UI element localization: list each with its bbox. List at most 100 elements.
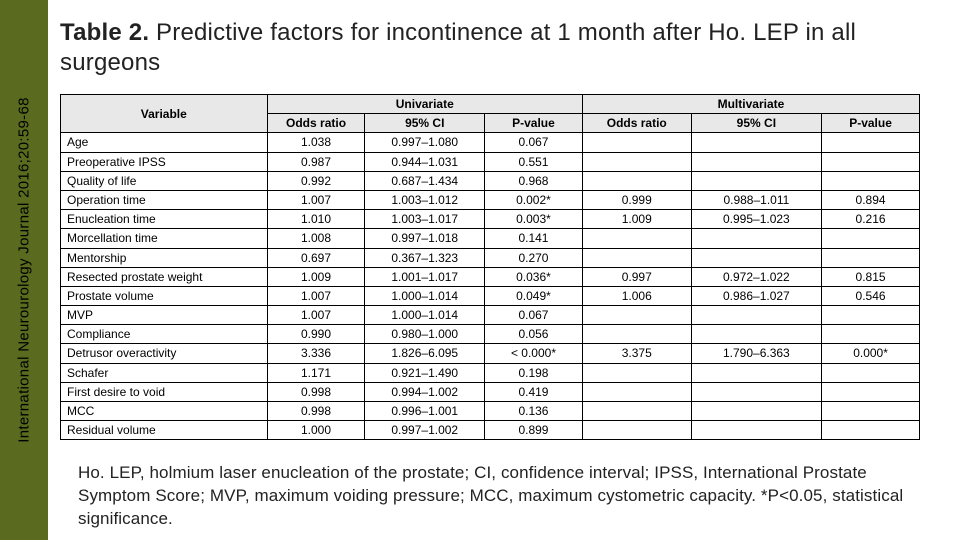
col-multivariate: Multivariate xyxy=(582,95,919,114)
cell-variable: Prostate volume xyxy=(61,286,268,305)
cell-u-p: 0.968 xyxy=(485,171,583,190)
cell-m-or xyxy=(582,325,691,344)
cell-u-p: 0.270 xyxy=(485,248,583,267)
journal-spine: International Neurourology Journal 2016;… xyxy=(0,0,48,540)
table-row: Resected prostate weight1.0091.001–1.017… xyxy=(61,267,920,286)
cell-m-p xyxy=(822,152,920,171)
title-rest: Predictive factors for incontinence at 1… xyxy=(60,19,856,76)
title-bold: Table 2. xyxy=(60,19,149,46)
cell-u-p: 0.003* xyxy=(485,210,583,229)
cell-u-p: 0.049* xyxy=(485,286,583,305)
cell-u-ci: 0.997–1.018 xyxy=(365,229,485,248)
cell-u-ci: 0.921–1.490 xyxy=(365,363,485,382)
table-body: Age1.0380.997–1.0800.067Preoperative IPS… xyxy=(61,133,920,440)
col-m-ci: 95% CI xyxy=(691,114,821,133)
cell-u-ci: 1.001–1.017 xyxy=(365,267,485,286)
cell-u-p: 0.036* xyxy=(485,267,583,286)
cell-variable: Operation time xyxy=(61,190,268,209)
table-row: MVP1.0071.000–1.0140.067 xyxy=(61,306,920,325)
cell-u-p: 0.136 xyxy=(485,402,583,421)
cell-u-or: 1.009 xyxy=(267,267,365,286)
col-univariate: Univariate xyxy=(267,95,582,114)
cell-m-ci: 0.972–1.022 xyxy=(691,267,821,286)
cell-m-ci xyxy=(691,171,821,190)
cell-u-p: 0.419 xyxy=(485,382,583,401)
cell-m-or xyxy=(582,382,691,401)
table-row: Residual volume1.0000.997–1.0020.899 xyxy=(61,421,920,440)
cell-m-p xyxy=(822,133,920,152)
cell-variable: MCC xyxy=(61,402,268,421)
cell-m-ci xyxy=(691,382,821,401)
cell-u-ci: 0.997–1.002 xyxy=(365,421,485,440)
table-row: Age1.0380.997–1.0800.067 xyxy=(61,133,920,152)
cell-u-p: 0.056 xyxy=(485,325,583,344)
cell-u-ci: 1.003–1.017 xyxy=(365,210,485,229)
cell-variable: Preoperative IPSS xyxy=(61,152,268,171)
content-area: Table 2. Predictive factors for incontin… xyxy=(60,18,946,531)
cell-u-p: 0.899 xyxy=(485,421,583,440)
cell-variable: Mentorship xyxy=(61,248,268,267)
table-row: Quality of life0.9920.687–1.4340.968 xyxy=(61,171,920,190)
table-row: Prostate volume1.0071.000–1.0140.049*1.0… xyxy=(61,286,920,305)
cell-m-or xyxy=(582,171,691,190)
cell-m-or xyxy=(582,133,691,152)
cell-u-or: 1.171 xyxy=(267,363,365,382)
cell-m-ci xyxy=(691,306,821,325)
cell-u-or: 1.000 xyxy=(267,421,365,440)
cell-u-or: 1.007 xyxy=(267,286,365,305)
cell-m-ci: 0.988–1.011 xyxy=(691,190,821,209)
cell-m-or xyxy=(582,402,691,421)
cell-u-or: 3.336 xyxy=(267,344,365,363)
cell-m-or: 0.999 xyxy=(582,190,691,209)
cell-u-or: 1.007 xyxy=(267,306,365,325)
cell-u-ci: 0.367–1.323 xyxy=(365,248,485,267)
cell-m-ci xyxy=(691,248,821,267)
col-m-or: Odds ratio xyxy=(582,114,691,133)
cell-m-ci: 0.986–1.027 xyxy=(691,286,821,305)
cell-u-p: 0.198 xyxy=(485,363,583,382)
cell-u-or: 1.010 xyxy=(267,210,365,229)
cell-m-ci: 0.995–1.023 xyxy=(691,210,821,229)
cell-m-ci: 1.790–6.363 xyxy=(691,344,821,363)
cell-variable: Compliance xyxy=(61,325,268,344)
cell-m-ci xyxy=(691,229,821,248)
cell-m-p: 0.815 xyxy=(822,267,920,286)
table-row: Morcellation time1.0080.997–1.0180.141 xyxy=(61,229,920,248)
cell-m-p xyxy=(822,229,920,248)
cell-m-or: 0.997 xyxy=(582,267,691,286)
table-row: Preoperative IPSS0.9870.944–1.0310.551 xyxy=(61,152,920,171)
cell-m-p: 0.000* xyxy=(822,344,920,363)
cell-m-or: 1.006 xyxy=(582,286,691,305)
cell-variable: MVP xyxy=(61,306,268,325)
table-row: Operation time1.0071.003–1.0120.002*0.99… xyxy=(61,190,920,209)
cell-m-or xyxy=(582,421,691,440)
col-variable: Variable xyxy=(61,95,268,133)
cell-u-p: 0.551 xyxy=(485,152,583,171)
cell-m-ci xyxy=(691,133,821,152)
cell-u-ci: 0.687–1.434 xyxy=(365,171,485,190)
cell-u-ci: 0.980–1.000 xyxy=(365,325,485,344)
cell-variable: Detrusor overactivity xyxy=(61,344,268,363)
cell-u-or: 0.998 xyxy=(267,382,365,401)
cell-m-ci xyxy=(691,152,821,171)
cell-variable: Enucleation time xyxy=(61,210,268,229)
cell-m-ci xyxy=(691,421,821,440)
predictive-factors-table: Variable Univariate Multivariate Odds ra… xyxy=(60,94,920,440)
cell-u-p: < 0.000* xyxy=(485,344,583,363)
cell-m-p xyxy=(822,382,920,401)
cell-m-p xyxy=(822,306,920,325)
cell-m-or xyxy=(582,248,691,267)
table-row: MCC0.9980.996–1.0010.136 xyxy=(61,402,920,421)
cell-m-ci xyxy=(691,363,821,382)
cell-variable: Schafer xyxy=(61,363,268,382)
table-row: Detrusor overactivity3.3361.826–6.095< 0… xyxy=(61,344,920,363)
cell-m-ci xyxy=(691,402,821,421)
table-title: Table 2. Predictive factors for incontin… xyxy=(60,18,946,78)
cell-m-p: 0.894 xyxy=(822,190,920,209)
cell-u-p: 0.002* xyxy=(485,190,583,209)
table-row: Schafer1.1710.921–1.4900.198 xyxy=(61,363,920,382)
cell-m-p xyxy=(822,402,920,421)
cell-variable: First desire to void xyxy=(61,382,268,401)
table-row: Enucleation time1.0101.003–1.0170.003*1.… xyxy=(61,210,920,229)
cell-variable: Resected prostate weight xyxy=(61,267,268,286)
